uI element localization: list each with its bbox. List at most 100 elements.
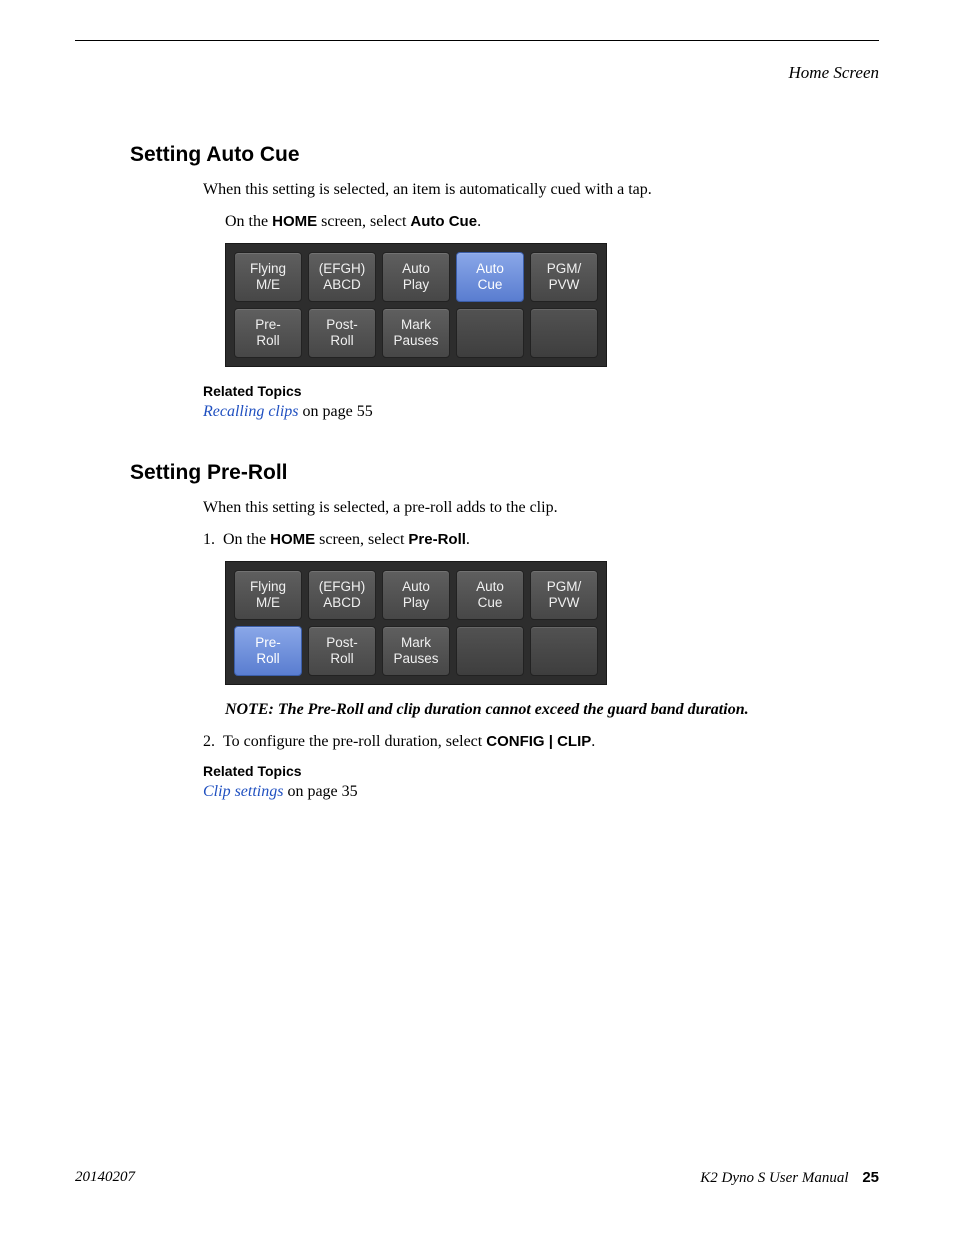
panel-button[interactable]: AutoCue: [456, 570, 524, 620]
section2-related: Clip settings on page 35: [203, 783, 879, 801]
panel-button-line1: Pre-: [255, 635, 281, 651]
footer-page: 25: [862, 1169, 879, 1186]
panel-button-line2: Roll: [256, 651, 279, 667]
panel-button[interactable]: MarkPauses: [382, 626, 450, 676]
panel-row: Pre-RollPost-RollMarkPauses: [234, 626, 598, 676]
s1-select-label: Auto Cue: [410, 213, 477, 230]
section2-heading: Setting Pre-Roll: [130, 461, 879, 485]
panel-button-line1: Pre-: [255, 317, 281, 333]
panel-button[interactable]: Post-Roll: [308, 308, 376, 358]
s2-step1-suffix: .: [466, 531, 470, 548]
section2-intro: When this setting is selected, a pre-rol…: [203, 499, 879, 517]
panel-button-line1: Post-: [326, 317, 358, 333]
footer-left: 20140207: [75, 1169, 135, 1187]
s1-step-suffix: .: [477, 213, 481, 230]
section2-related-link[interactable]: Clip settings: [203, 783, 283, 800]
top-rule: [75, 40, 879, 41]
page-header: Home Screen: [75, 63, 879, 83]
s1-home-label: HOME: [272, 213, 317, 230]
panel-button-empty: [530, 308, 598, 358]
panel-button[interactable]: PGM/PVW: [530, 570, 598, 620]
panel-button-line2: Play: [403, 277, 429, 293]
panel-button-line1: PGM/: [547, 261, 582, 277]
panel-button[interactable]: Pre-Roll: [234, 308, 302, 358]
panel-button-line2: Play: [403, 595, 429, 611]
s2-step1-prefix: On the: [223, 531, 270, 548]
panel-button-line1: Flying: [250, 261, 286, 277]
panel-button-line1: PGM/: [547, 579, 582, 595]
panel-button[interactable]: Pre-Roll: [234, 626, 302, 676]
section2-step2: 2. To configure the pre-roll duration, s…: [203, 733, 879, 751]
panel-button[interactable]: AutoPlay: [382, 570, 450, 620]
panel-button[interactable]: PGM/PVW: [530, 252, 598, 302]
panel-button-line1: Auto: [476, 579, 504, 595]
section1-related: Recalling clips on page 55: [203, 403, 879, 421]
panel-button-line2: Pauses: [393, 333, 438, 349]
section1-related-suffix: on page 55: [299, 403, 373, 420]
s1-step-mid: screen, select: [317, 213, 410, 230]
panel-button-line2: Roll: [330, 651, 353, 667]
panel-button-line2: PVW: [549, 277, 580, 293]
s2-note-label: NOTE:: [225, 701, 278, 718]
panel-button-line2: ABCD: [323, 277, 361, 293]
footer-title: K2 Dyno S User Manual: [700, 1170, 848, 1186]
panel-button-line2: M/E: [256, 595, 280, 611]
s2-step2-num: 2.: [203, 733, 215, 750]
section2-body: When this setting is selected, a pre-rol…: [203, 499, 879, 801]
panel-button-empty: [456, 308, 524, 358]
panel-button-line2: Roll: [330, 333, 353, 349]
section2-related-heading: Related Topics: [203, 763, 879, 779]
panel-button-line2: Roll: [256, 333, 279, 349]
panel-button-line1: Flying: [250, 579, 286, 595]
panel-button[interactable]: FlyingM/E: [234, 252, 302, 302]
panel-button-line2: M/E: [256, 277, 280, 293]
section2-note: NOTE: The Pre-Roll and clip duration can…: [225, 701, 879, 719]
panel-button-line1: Auto: [402, 261, 430, 277]
section1-intro: When this setting is selected, an item i…: [203, 181, 879, 199]
s2-step1-num: 1.: [203, 531, 215, 548]
panel-button-line1: Mark: [401, 317, 431, 333]
s2-note-text: The Pre-Roll and clip duration cannot ex…: [278, 701, 749, 718]
panel-button[interactable]: (EFGH)ABCD: [308, 570, 376, 620]
panel-button-line1: Mark: [401, 635, 431, 651]
section1-related-heading: Related Topics: [203, 383, 879, 399]
panel-button-line2: PVW: [549, 595, 580, 611]
panel-row: Pre-RollPost-RollMarkPauses: [234, 308, 598, 358]
panel-button-empty: [530, 626, 598, 676]
panel-button-line1: Auto: [402, 579, 430, 595]
panel-button[interactable]: MarkPauses: [382, 308, 450, 358]
s2-step2-suffix: .: [591, 733, 595, 750]
panel-button[interactable]: AutoCue: [456, 252, 524, 302]
s2-step2-prefix: To configure the pre-roll duration, sele…: [223, 733, 486, 750]
panel-button[interactable]: (EFGH)ABCD: [308, 252, 376, 302]
panel-button-line1: (EFGH): [319, 579, 366, 595]
section1-panel: FlyingM/E(EFGH)ABCDAutoPlayAutoCuePGM/PV…: [225, 243, 607, 367]
panel-button[interactable]: AutoPlay: [382, 252, 450, 302]
panel-row: FlyingM/E(EFGH)ABCDAutoPlayAutoCuePGM/PV…: [234, 570, 598, 620]
footer-right: K2 Dyno S User Manual 25: [700, 1169, 879, 1187]
footer: 20140207 K2 Dyno S User Manual 25: [75, 1169, 879, 1187]
section1-body: When this setting is selected, an item i…: [203, 181, 879, 421]
panel-button-line1: Post-: [326, 635, 358, 651]
s2-home-label: HOME: [270, 531, 315, 548]
s2-config-label: CONFIG | CLIP: [486, 733, 591, 750]
section1-related-link[interactable]: Recalling clips: [203, 403, 299, 420]
section2-related-suffix: on page 35: [283, 783, 357, 800]
section2-panel: FlyingM/E(EFGH)ABCDAutoPlayAutoCuePGM/PV…: [225, 561, 607, 685]
s2-step1-mid: screen, select: [315, 531, 408, 548]
s2-select-label: Pre-Roll: [408, 531, 466, 548]
s1-step-prefix: On the: [225, 213, 272, 230]
panel-button[interactable]: FlyingM/E: [234, 570, 302, 620]
panel-button-line1: Auto: [476, 261, 504, 277]
panel-button[interactable]: Post-Roll: [308, 626, 376, 676]
panel-button-line1: (EFGH): [319, 261, 366, 277]
panel-button-line2: Cue: [478, 277, 503, 293]
section2-step1: 1. On the HOME screen, select Pre-Roll.: [203, 531, 879, 549]
panel-button-line2: Cue: [478, 595, 503, 611]
panel-button-line2: Pauses: [393, 651, 438, 667]
section1-step: On the HOME screen, select Auto Cue.: [225, 213, 879, 231]
panel-row: FlyingM/E(EFGH)ABCDAutoPlayAutoCuePGM/PV…: [234, 252, 598, 302]
section1-heading: Setting Auto Cue: [130, 143, 879, 167]
panel-button-line2: ABCD: [323, 595, 361, 611]
panel-button-empty: [456, 626, 524, 676]
